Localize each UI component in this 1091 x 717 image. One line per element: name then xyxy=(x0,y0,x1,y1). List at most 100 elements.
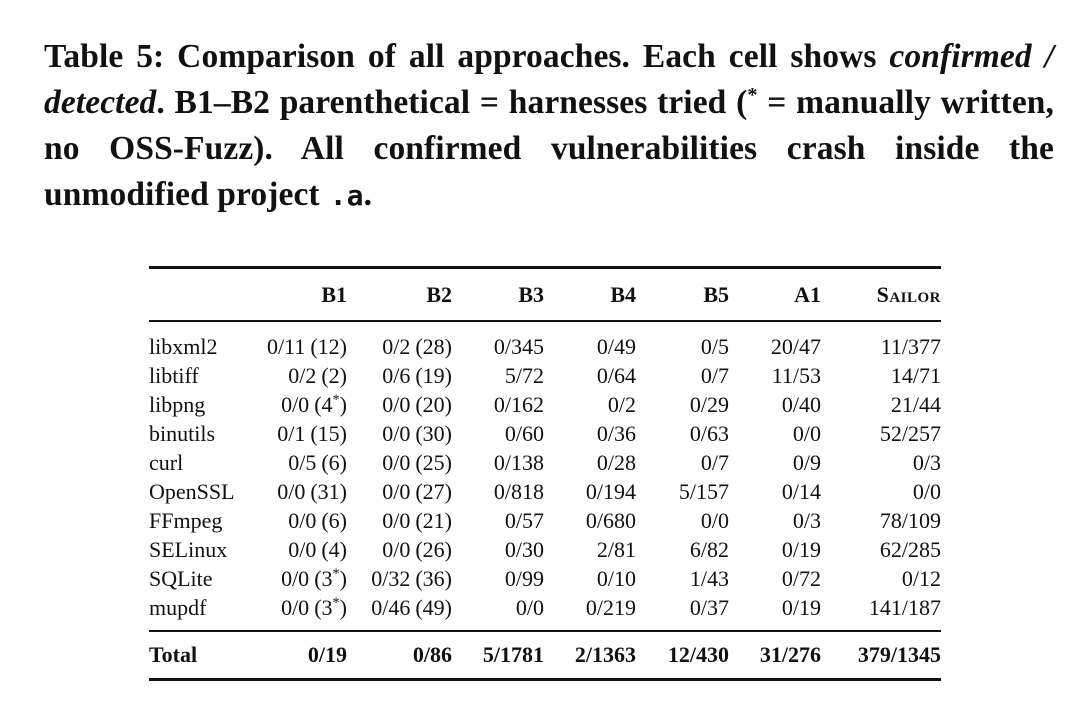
b1-value: 0/0 xyxy=(288,508,317,533)
cell-b2: 0/0 (20) xyxy=(347,390,452,419)
cell-b2: 0/6 (19) xyxy=(347,361,452,390)
header-b5: B5 xyxy=(636,266,729,322)
cell-b5: 6/82 xyxy=(689,537,729,562)
cell-b1: 0/0 (3*) xyxy=(249,593,347,631)
table-row: libxml2 0/11 (12) 0/2 (28) 0/345 0/49 0/5 20/47 1… xyxy=(149,321,941,361)
b1-harness-count: (31) xyxy=(310,479,347,504)
cell-b3: 0/60 xyxy=(504,421,544,446)
header-b2: B2 xyxy=(347,266,452,322)
b2-harnesses: (19) xyxy=(415,363,452,388)
manual-harness-asterisk: * xyxy=(332,566,340,583)
b1-harness-count: (15) xyxy=(310,421,347,446)
cell-b5: 0/37 xyxy=(689,595,729,620)
cell-b3: 0/818 xyxy=(493,479,544,504)
b1-value: 0/5 xyxy=(288,450,317,475)
cell-a1: 0/19 xyxy=(781,537,821,562)
cell-b4: 0/10 xyxy=(596,566,636,591)
project-name: libtiff xyxy=(149,363,199,388)
b1-value: 0/1 xyxy=(277,421,306,446)
b1-harness-count: (3 xyxy=(314,595,333,620)
cell-b1: 0/11 (12) xyxy=(249,321,347,361)
cell-b4: 0/36 xyxy=(596,421,636,446)
cell-b4: 0/194 xyxy=(585,479,636,504)
caption-end: . xyxy=(363,176,373,213)
table-caption: Table 5: Comparison of all approaches. E… xyxy=(44,34,1054,219)
b2-harnesses: (30) xyxy=(415,421,452,446)
cell-a1: 0/3 xyxy=(792,508,821,533)
cell-b3: 5/72 xyxy=(504,363,544,388)
cell-b1: 0/5 (6) xyxy=(249,448,347,477)
cell-a1: 20/47 xyxy=(770,334,821,359)
cell-b1: 0/0 (4) xyxy=(249,535,347,564)
cell-b4: 0/64 xyxy=(596,363,636,388)
caption-label: Table 5: xyxy=(44,38,165,75)
b1-harness-count: (3 xyxy=(314,566,333,591)
b1-harnesses: (6) xyxy=(321,508,347,533)
b2-harnesses: (20) xyxy=(415,392,452,417)
b2-value: 0/0 xyxy=(382,421,411,446)
cell-b5: 0/0 xyxy=(700,508,729,533)
cell-b3: 0/138 xyxy=(493,450,544,475)
b2-value: 0/0 xyxy=(382,508,411,533)
b1-harnesses: (6) xyxy=(321,450,347,475)
b2-harnesses: (49) xyxy=(415,595,452,620)
cell-b3: 0/57 xyxy=(504,508,544,533)
caption-italic-slash: / xyxy=(1031,38,1054,75)
b1-harness-count: (12) xyxy=(310,334,347,359)
b2-value: 0/0 xyxy=(382,537,411,562)
cell-b1: 0/0 (6) xyxy=(249,506,347,535)
caption-code-suffix: .a xyxy=(329,179,364,212)
header-b1: B1 xyxy=(249,266,347,322)
cell-b1: 0/0 (4*) xyxy=(249,390,347,419)
cell-sailor: 62/285 xyxy=(879,537,941,562)
cell-b1: 0/0 (31) xyxy=(249,477,347,506)
cell-sailor: 52/257 xyxy=(879,421,941,446)
b2-value: 0/0 xyxy=(382,479,411,504)
b1-close-paren: ) xyxy=(339,392,347,417)
total-row: Total 0/19 0/86 5/1781 2/1363 12/430 31/… xyxy=(149,630,941,681)
b2-harnesses: (21) xyxy=(415,508,452,533)
caption-text-2: . B1–B2 parenthetical = harnesses tried … xyxy=(156,84,748,121)
cell-b5: 0/29 xyxy=(689,392,729,417)
cell-b2: 0/46 (49) xyxy=(347,593,452,631)
b1-value: 0/0 xyxy=(277,479,306,504)
cell-b4: 0/219 xyxy=(585,595,636,620)
b1-value: 0/0 xyxy=(281,392,310,417)
comparison-table-container: B1 B2 B3 B4 B5 A1 Sailor libxml2 0/11 (12)… xyxy=(149,266,941,681)
b1-close-paren: ) xyxy=(339,566,347,591)
header-b4: B4 xyxy=(544,266,636,322)
total-b5: 12/430 xyxy=(636,630,729,681)
cell-sailor: 78/109 xyxy=(879,508,941,533)
total-label: Total xyxy=(149,630,249,681)
cell-b4: 0/49 xyxy=(596,334,636,359)
project-name: OpenSSL xyxy=(149,479,235,504)
cell-sailor: 14/71 xyxy=(890,363,941,388)
project-name: curl xyxy=(149,450,184,475)
b1-harnesses: (15) xyxy=(310,421,347,446)
comparison-table: B1 B2 B3 B4 B5 A1 Sailor libxml2 0/11 (12)… xyxy=(149,266,941,681)
cell-sailor: 0/12 xyxy=(901,566,941,591)
table-row: libtiff 0/2 (2) 0/6 (19) 5/72 0/64 0/7 11/53 14/7… xyxy=(149,361,941,390)
cell-b3: 0/30 xyxy=(504,537,544,562)
b1-harnesses: (31) xyxy=(310,479,347,504)
cell-b1: 0/1 (15) xyxy=(249,419,347,448)
header-a1: A1 xyxy=(729,266,821,322)
b1-harness-count: (6) xyxy=(321,508,347,533)
cell-b5: 0/5 xyxy=(700,334,729,359)
cell-b5: 5/157 xyxy=(678,479,729,504)
manual-harness-asterisk: * xyxy=(332,595,340,612)
cell-a1: 11/53 xyxy=(771,363,821,388)
cell-b5: 1/43 xyxy=(689,566,729,591)
cell-a1: 0/9 xyxy=(792,450,821,475)
cell-sailor: 21/44 xyxy=(890,392,941,417)
table-row: SQLite 0/0 (3*) 0/32 (36) 0/99 0/10 1/43 0/72 0/1… xyxy=(149,564,941,593)
total-b4: 2/1363 xyxy=(544,630,636,681)
caption-italic-confirmed: confirmed xyxy=(889,38,1032,75)
project-name: mupdf xyxy=(149,595,207,620)
table-row: mupdf 0/0 (3*) 0/46 (49) 0/0 0/219 0/37 0/19 141/… xyxy=(149,593,941,631)
b1-value: 0/11 xyxy=(267,334,306,359)
table-row: OpenSSL 0/0 (31) 0/0 (27) 0/818 0/194 5/157 0/14… xyxy=(149,477,941,506)
table-row: FFmpeg 0/0 (6) 0/0 (21) 0/57 0/680 0/0 0/3 78/109 xyxy=(149,506,941,535)
b1-harness-count: (4) xyxy=(321,537,347,562)
b2-value: 0/0 xyxy=(382,450,411,475)
